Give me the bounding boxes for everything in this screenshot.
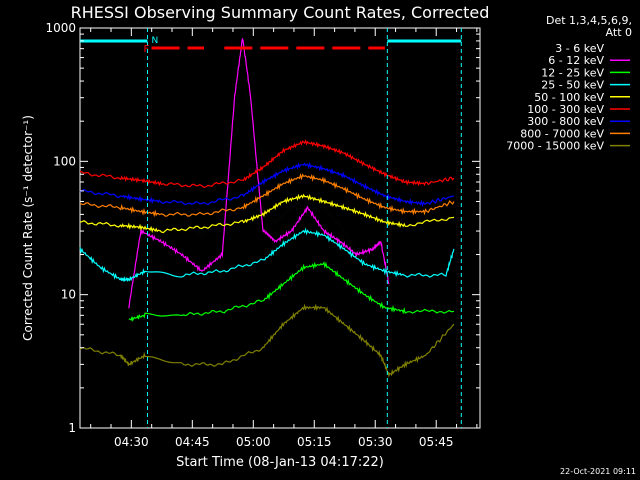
axes-layer: 1 10 100 1000 04:30 04:45 05:00 05:15 05:30 05:45: [45, 21, 480, 449]
legend-entry-label: 300 - 800 keV: [527, 115, 604, 128]
legend-header-att: Att 0: [606, 26, 632, 39]
series-line-7000-15000-kev: [79, 303, 455, 378]
markers-layer: FN: [80, 28, 462, 428]
footer-date: 22-Oct-2021 09:11: [560, 467, 636, 476]
y-tick-label: 10: [61, 288, 76, 302]
x-tick-label: 05:15: [297, 435, 332, 449]
x-tick-label: 05:45: [419, 435, 454, 449]
y-tick-label: 1: [68, 421, 76, 435]
series-layer: [79, 37, 455, 378]
legend-entry-label: 25 - 50 keV: [541, 79, 604, 92]
y-tick-label: 100: [53, 154, 76, 168]
legend-entry-label: 50 - 100 keV: [534, 91, 604, 104]
y-axis-label: Corrected Count Rate (s⁻¹ detector⁻¹): [21, 115, 35, 341]
night-marker-label: N: [151, 36, 158, 46]
legend-entry-label: 12 - 25 keV: [541, 66, 604, 79]
flare-marker-label: F: [144, 44, 150, 55]
series-line-12-25-kev: [128, 261, 455, 322]
series-line-100-300-kev: [79, 138, 455, 189]
series-line-800-7000-kev: [79, 173, 455, 218]
series-line-300-800-kev: [79, 161, 455, 208]
legend-header: Det 1,3,4,5,6,9,: [546, 14, 632, 27]
series-line-25-50-kev: [79, 227, 455, 282]
x-tick-label: 04:30: [114, 435, 149, 449]
x-tick-label: 05:30: [358, 435, 393, 449]
legend-entry-label: 100 - 300 keV: [527, 103, 604, 116]
legend-entry-label: 3 - 6 keV: [555, 42, 604, 55]
legend-entry-label: 7000 - 15000 keV: [506, 140, 604, 153]
x-axis-label: Start Time (08-Jan-13 04:17:22): [176, 455, 384, 470]
series-line-6-12-kev: [128, 37, 390, 309]
legend-entry-label: 6 - 12 keV: [548, 54, 604, 67]
plot-frame: [79, 27, 481, 429]
y-tick-label: 1000: [45, 21, 76, 35]
series-line-50-100-kev: [79, 193, 455, 234]
series-line-3-6-kev-core: [128, 70, 390, 263]
chart-title: RHESSI Observing Summary Count Rates, Co…: [71, 3, 490, 22]
x-tick-label: 04:45: [175, 435, 210, 449]
legend-entry-label: 800 - 7000 keV: [520, 127, 604, 140]
x-tick-label: 05:00: [236, 435, 271, 449]
